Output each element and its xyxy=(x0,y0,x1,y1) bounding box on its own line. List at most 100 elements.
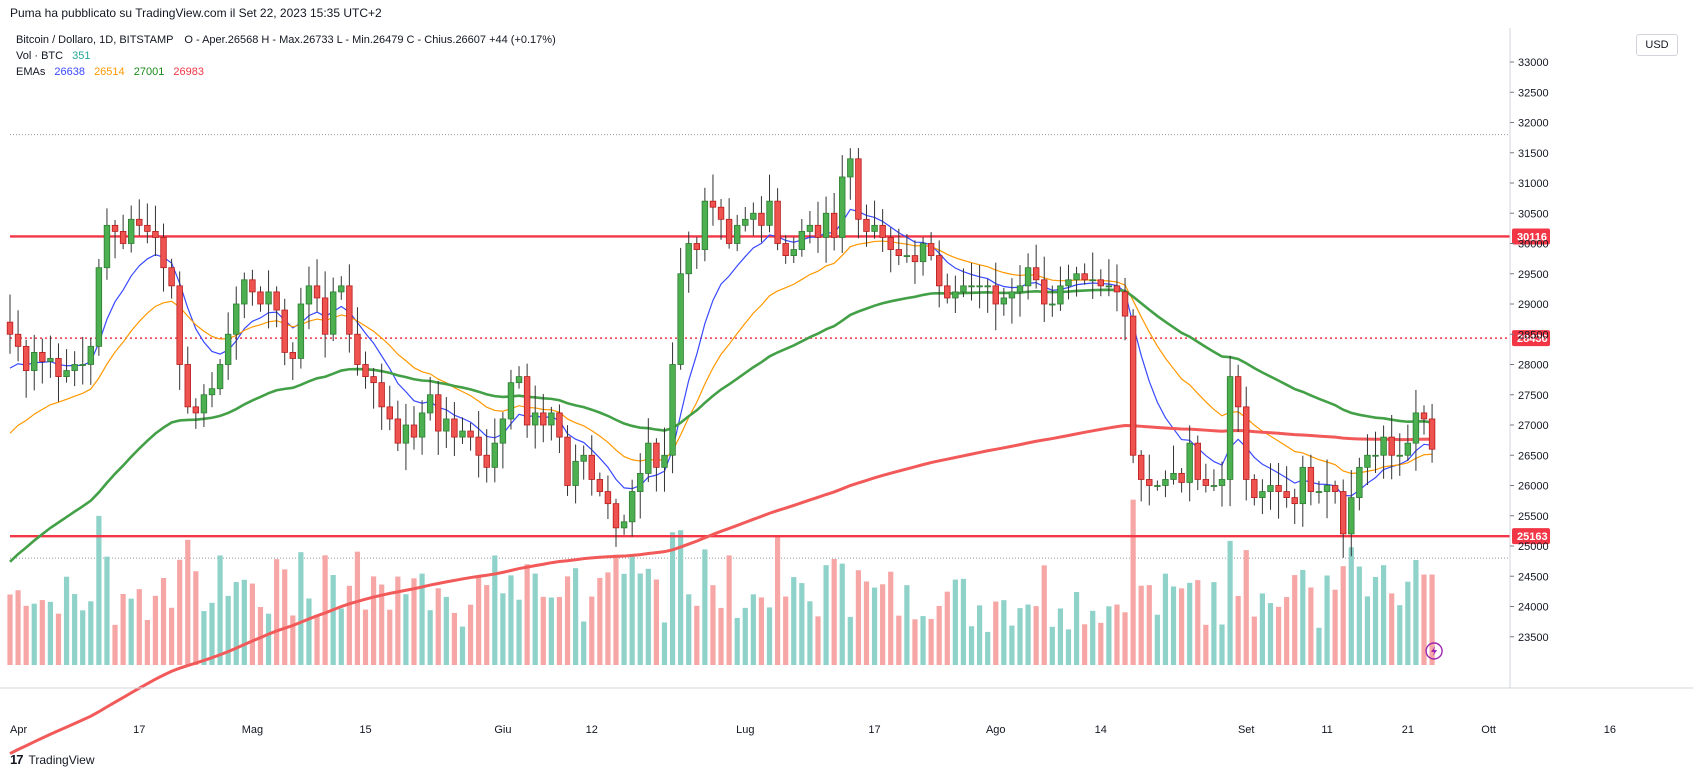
candle-body xyxy=(273,291,280,311)
grid-layer xyxy=(10,134,1508,559)
volume-bar xyxy=(758,597,765,665)
volume-bar xyxy=(1025,604,1031,665)
candle-body xyxy=(1251,479,1258,499)
volume-bar xyxy=(863,581,870,665)
candle-body xyxy=(1032,267,1040,281)
candle-body xyxy=(750,212,757,220)
candle-body xyxy=(515,376,523,384)
candle-body xyxy=(1089,279,1096,282)
brand-label: TradingView xyxy=(28,752,95,767)
candle-body xyxy=(305,285,313,305)
volume-bar xyxy=(72,594,78,665)
candle-body xyxy=(136,218,143,226)
candle-body xyxy=(830,212,838,238)
volume-bar xyxy=(1049,626,1055,665)
time-tick-label: Set xyxy=(1238,724,1255,736)
volume-bar xyxy=(492,555,498,665)
time-tick-label: Ago xyxy=(986,724,1006,736)
volume-bar xyxy=(298,552,304,665)
candle-body xyxy=(1226,376,1234,480)
candle-body xyxy=(766,200,773,226)
candle-body xyxy=(540,412,547,426)
volume-bar xyxy=(1098,622,1104,665)
candle-body xyxy=(734,224,741,244)
volume-bar xyxy=(128,598,134,665)
volume-bar xyxy=(1243,550,1249,665)
volume-bar xyxy=(556,596,563,665)
candle-body xyxy=(669,364,676,456)
candle-body xyxy=(774,200,781,244)
level-label: 25163 xyxy=(1517,531,1548,543)
candle-body xyxy=(208,388,216,396)
candle-body xyxy=(418,412,426,438)
candle-body xyxy=(806,224,814,232)
candle-body xyxy=(1162,479,1169,486)
candle-body xyxy=(435,394,442,432)
candle-body xyxy=(992,285,999,305)
volume-bar xyxy=(290,615,296,665)
volume-bar xyxy=(783,596,789,665)
volume-bar xyxy=(217,555,223,665)
volume-bar xyxy=(904,585,910,665)
time-tick-label: Ott xyxy=(1481,724,1496,736)
time-tick-label: 17 xyxy=(868,724,880,736)
candle-body xyxy=(1073,273,1080,281)
legend-ema-row: EMAs 26638 26514 27001 26983 xyxy=(16,64,556,80)
volume-bar xyxy=(799,583,805,665)
volume-bar xyxy=(1308,587,1314,665)
candle-body xyxy=(839,176,846,238)
candle-body xyxy=(911,255,919,263)
candle-body xyxy=(1299,466,1306,505)
candle-body xyxy=(855,158,862,220)
candle-body xyxy=(1364,454,1371,468)
candle-body xyxy=(556,412,563,438)
volume-value: 351 xyxy=(72,50,91,62)
volume-bar xyxy=(1146,585,1152,665)
price-tick-label: 24000 xyxy=(1518,602,1549,614)
candle-body xyxy=(362,364,369,378)
time-tick-label: 15 xyxy=(359,724,371,736)
candle-body xyxy=(216,364,224,390)
legend-volume-row: Vol · BTC 351 xyxy=(16,48,556,64)
volume-bar xyxy=(306,598,312,665)
volume-bar xyxy=(120,593,126,665)
candle-body xyxy=(402,424,410,444)
volume-bar xyxy=(177,559,183,665)
volume-bar xyxy=(476,577,482,665)
volume-bar xyxy=(80,610,86,665)
volume-bar xyxy=(1413,559,1419,665)
candle-body xyxy=(386,406,393,420)
candle-body xyxy=(1420,412,1428,420)
price-tick-label: 31500 xyxy=(1518,148,1549,160)
candle-body xyxy=(1178,472,1185,483)
candle-body xyxy=(338,285,345,293)
candle-body xyxy=(491,442,498,468)
volume-bar xyxy=(629,555,635,665)
candle-body xyxy=(1275,485,1282,492)
currency-button[interactable]: USD xyxy=(1636,34,1678,56)
volume-bar xyxy=(241,579,247,665)
volume-bar xyxy=(47,601,53,665)
volume-bar xyxy=(968,626,975,665)
level-badge xyxy=(1512,330,1550,347)
candle-body xyxy=(184,364,191,408)
candle-body xyxy=(677,273,684,365)
volume-bar xyxy=(265,613,272,665)
candle-body xyxy=(742,218,749,226)
volume-bar xyxy=(573,568,579,665)
candle-body xyxy=(55,358,62,378)
candle-body xyxy=(192,406,200,414)
candle-body xyxy=(1404,442,1412,456)
volume-bar xyxy=(7,594,13,665)
ema-value-1: 26638 xyxy=(54,66,85,78)
candle-body xyxy=(1323,485,1331,492)
volume-bar xyxy=(274,559,280,665)
volume-bar xyxy=(1057,608,1063,665)
candle-body xyxy=(1170,472,1177,480)
price-tick-label: 26500 xyxy=(1518,450,1549,462)
volume-bar xyxy=(371,576,377,665)
volume-bar xyxy=(1405,581,1411,665)
volume-bar xyxy=(1187,582,1193,665)
volume-bar xyxy=(678,530,684,665)
